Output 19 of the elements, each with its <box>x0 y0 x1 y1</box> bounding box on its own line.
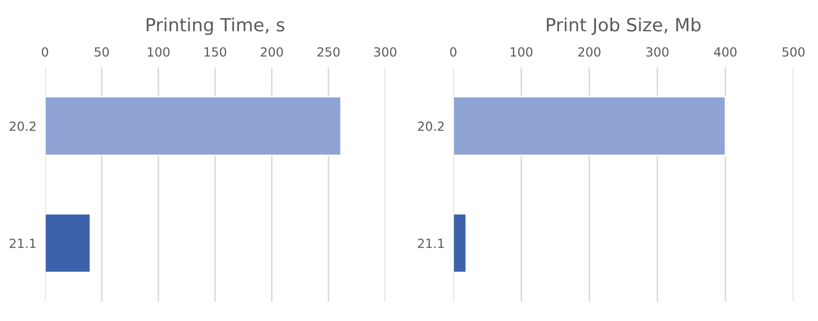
x-tick-label: 200 <box>260 47 283 57</box>
y-tick-label: 21.1 <box>10 238 36 248</box>
x-tick-label: 300 <box>646 47 668 57</box>
y-tick-label: 21.1 <box>418 238 444 248</box>
x-tick-label: 100 <box>510 47 532 57</box>
x-tick-label: 250 <box>317 47 340 57</box>
chart-title: Printing Time, s <box>146 18 284 36</box>
x-tick-label: 400 <box>714 47 737 57</box>
x-tick-label: 0 <box>42 47 48 57</box>
x-tick-label: 500 <box>782 47 805 57</box>
x-tick-label: 150 <box>204 47 226 57</box>
chart-title: Print Job Size, Mb <box>546 18 701 35</box>
x-tick-label: 100 <box>148 47 170 57</box>
y-tick-label: 20.2 <box>418 121 444 131</box>
x-tick-label: 0 <box>450 47 456 57</box>
x-tick-label: 200 <box>578 47 600 57</box>
x-tick-label: 50 <box>94 47 109 57</box>
x-tick-label: 300 <box>374 47 396 57</box>
y-tick-label: 20.2 <box>10 121 36 131</box>
